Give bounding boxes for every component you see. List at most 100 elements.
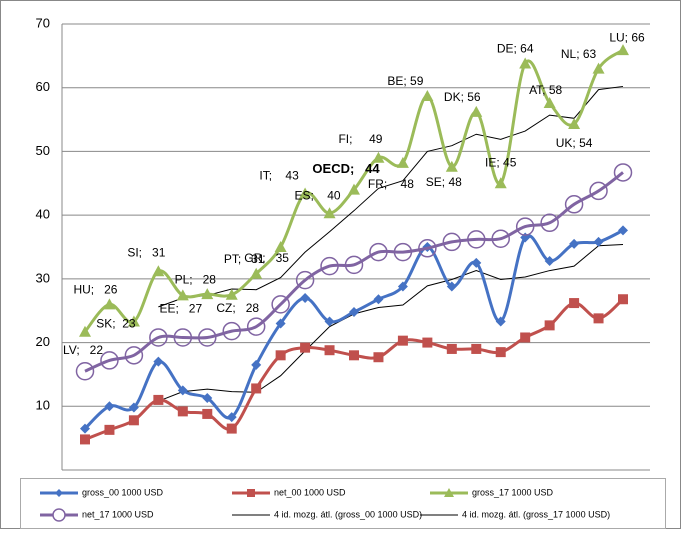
y-tick-label: 50 [36, 143, 50, 158]
data-label: BE; 59 [387, 74, 423, 88]
marker [324, 345, 335, 356]
marker [470, 105, 483, 117]
data-label: LU; 66 [609, 30, 645, 44]
marker [176, 289, 189, 301]
marker [226, 423, 237, 434]
marker [202, 408, 213, 419]
marker [149, 328, 168, 347]
y-tick-label: 40 [36, 207, 50, 222]
marker [222, 321, 241, 341]
legend: gross_00 1000 USD net_00 1000 USD gross_17… [40, 487, 610, 522]
marker [251, 359, 262, 370]
legend-label: 4 id. mozg. átl. (gross_00 1000 USD) [274, 509, 422, 519]
y-tick-label: 10 [36, 398, 50, 413]
marker [153, 394, 164, 405]
legend-label: gross_00 1000 USD [82, 487, 164, 497]
marker [202, 393, 213, 404]
marker [592, 62, 605, 74]
legend-marker [52, 508, 66, 522]
marker [300, 292, 311, 303]
marker [422, 337, 433, 348]
legend-marker [247, 489, 255, 497]
marker [349, 350, 359, 361]
marker [128, 402, 139, 413]
marker [324, 316, 335, 327]
marker [593, 236, 604, 247]
marker [515, 217, 535, 236]
marker [618, 294, 628, 305]
data-label: EE; 27 [159, 302, 202, 316]
marker [153, 356, 164, 367]
y-tick-label: 30 [36, 270, 50, 285]
marker [80, 423, 90, 434]
marker [320, 256, 339, 276]
marker [471, 257, 482, 268]
marker [519, 57, 532, 69]
data-label: PL; 28 [175, 272, 217, 286]
data-label: OECD; 44 [312, 161, 380, 176]
data-label: SE; 48 [426, 175, 462, 189]
marker [569, 298, 580, 309]
marker [373, 352, 384, 363]
marker [225, 288, 238, 300]
data-label: UK; 54 [556, 136, 593, 150]
marker [100, 351, 119, 370]
marker [75, 361, 95, 381]
marker [80, 434, 90, 445]
marker [344, 255, 364, 275]
marker [124, 346, 144, 365]
data-label: FI; 49 [338, 132, 382, 146]
data-label: DK; 56 [444, 90, 481, 104]
marker [540, 213, 559, 233]
marker [128, 415, 139, 426]
marker [397, 281, 408, 292]
data-label: CZ; 28 [216, 301, 259, 315]
marker [177, 385, 188, 396]
y-tick-label: 70 [36, 15, 50, 30]
marker [152, 265, 165, 277]
marker [495, 316, 506, 327]
marker [173, 328, 193, 347]
marker [618, 225, 628, 236]
legend-label: gross_17 1000 USD [472, 487, 554, 497]
marker [446, 281, 457, 292]
series-line [84, 171, 624, 373]
legend-label: net_00 1000 USD [274, 487, 346, 497]
marker [271, 295, 290, 314]
marker [494, 177, 507, 189]
marker [396, 156, 409, 168]
marker [323, 207, 336, 219]
marker [467, 230, 486, 249]
marker [79, 325, 91, 337]
marker [373, 294, 384, 305]
marker [442, 232, 462, 252]
data-label: NL; 63 [561, 47, 597, 61]
marker [226, 412, 237, 423]
marker [421, 89, 434, 101]
marker [613, 163, 633, 182]
marker [491, 229, 510, 248]
marker [397, 335, 408, 346]
marker [127, 315, 140, 327]
marker [201, 288, 214, 300]
data-label: ES; 40 [295, 188, 341, 202]
data-label: HU; 26 [73, 283, 117, 297]
marker [446, 343, 457, 354]
marker [348, 183, 360, 195]
data-label: DE; 64 [497, 42, 534, 56]
marker [418, 239, 437, 258]
marker [617, 44, 629, 56]
marker [393, 242, 413, 262]
marker [564, 195, 584, 214]
y-tick-label: 20 [36, 334, 50, 349]
marker [300, 342, 311, 353]
marker [495, 347, 506, 358]
marker [246, 317, 266, 336]
data-label: GR; 35 [244, 251, 289, 265]
legend-marker [55, 489, 63, 497]
marker [520, 332, 531, 343]
marker [251, 383, 262, 394]
marker [589, 181, 608, 201]
legend-marker [444, 488, 454, 497]
marker [593, 313, 604, 324]
